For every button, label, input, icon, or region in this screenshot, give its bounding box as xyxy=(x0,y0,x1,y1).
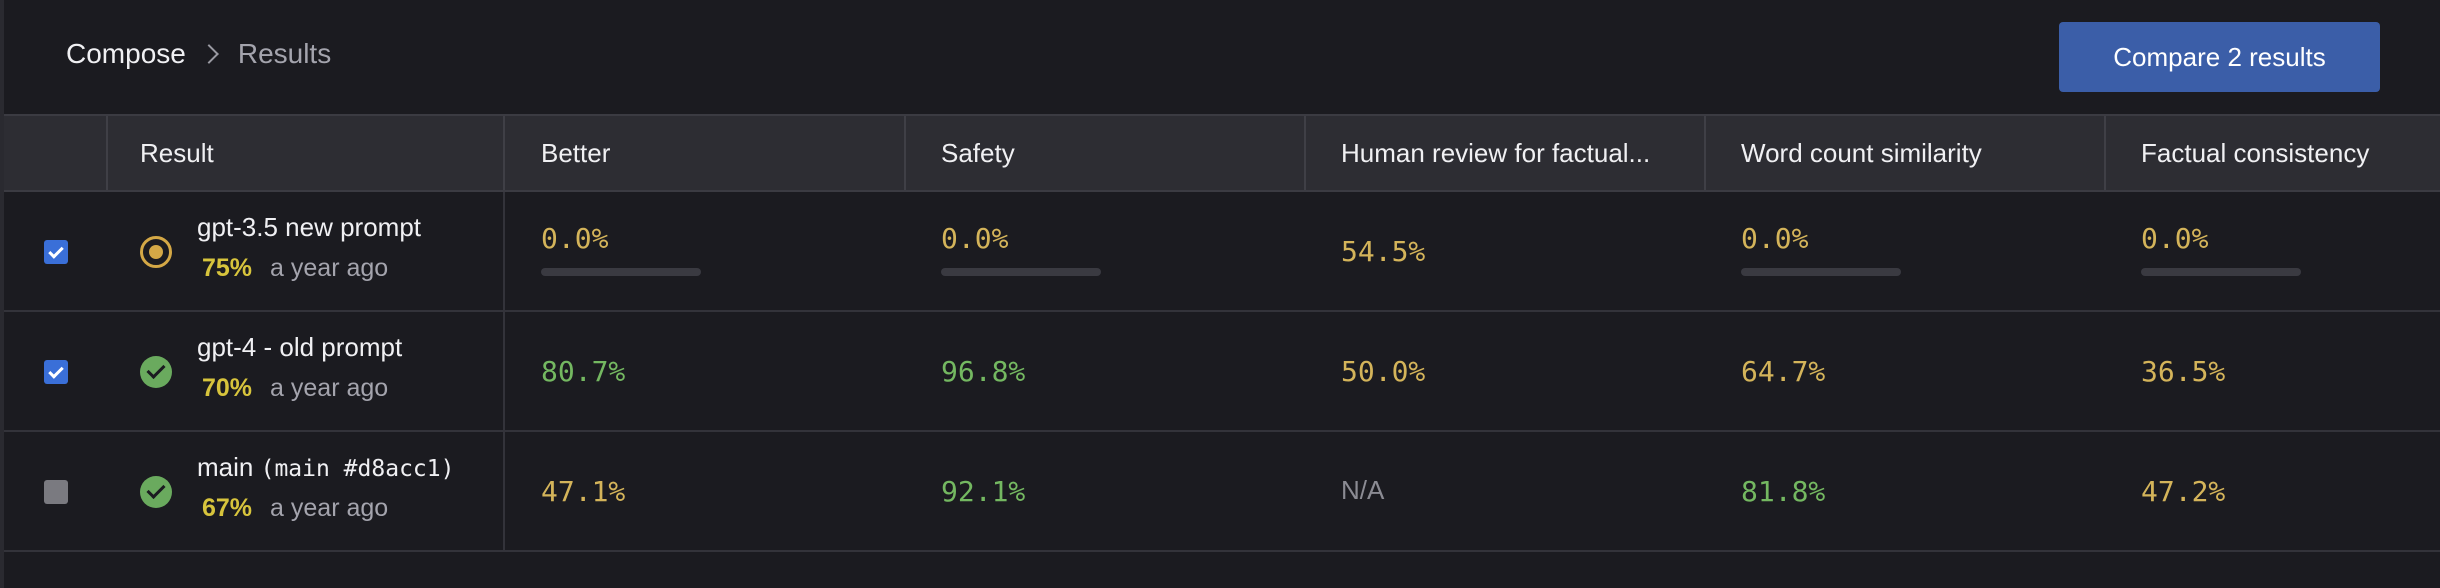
score-cell: 0.0% xyxy=(2141,222,2209,255)
row-select-checkbox[interactable] xyxy=(44,240,68,264)
score-cell: 64.7% xyxy=(1741,355,1826,388)
table-row[interactable]: gpt-3.5 new prompt 75% a year ago 0.0% 0.0% 5… xyxy=(4,192,2440,312)
result-name-link[interactable]: gpt-4 - old prompt xyxy=(197,332,402,363)
column-header-word-count-similarity[interactable]: Word count similarity xyxy=(1741,137,1982,168)
table-body: gpt-3.5 new prompt 75% a year ago 0.0% 0.0% 5… xyxy=(4,192,2440,552)
result-name-text: gpt-3.5 new prompt xyxy=(197,212,422,242)
check-circle-icon xyxy=(140,356,172,388)
result-meta: 67% a year ago xyxy=(202,494,388,523)
score-cell: 0.0% xyxy=(1741,222,1809,255)
column-header-factual-consistency[interactable]: Factual consistency xyxy=(2141,137,2370,168)
column-header-safety[interactable]: Safety xyxy=(941,137,1015,168)
result-meta: 70% a year ago xyxy=(202,374,388,403)
row-select-checkbox[interactable] xyxy=(44,360,68,384)
table-row[interactable]: main (main #d8acc1) 67% a year ago 47.1% 92.… xyxy=(4,432,2440,552)
breadcrumb-compose-link[interactable]: Compose xyxy=(66,38,186,69)
score-cell: 96.8% xyxy=(941,355,1026,388)
header: Compose Results Compare 2 results xyxy=(4,0,2440,114)
column-header-better[interactable]: Better xyxy=(541,137,611,168)
checkmark-icon xyxy=(48,242,64,259)
column-divider[interactable] xyxy=(1304,116,1306,190)
chevron-right-icon xyxy=(198,44,219,64)
score-cell: N/A xyxy=(1341,475,1385,505)
result-timestamp: a year ago xyxy=(270,374,389,402)
score-cell: 80.7% xyxy=(541,355,626,388)
score-cell: 81.8% xyxy=(1741,475,1826,508)
compare-results-button[interactable]: Compare 2 results xyxy=(2059,22,2380,92)
score-cell: 47.1% xyxy=(541,475,626,508)
result-name-link[interactable]: main (main #d8acc1) xyxy=(197,452,454,483)
score-cell: 47.2% xyxy=(2141,475,2226,508)
table-row[interactable]: gpt-4 - old prompt 70% a year ago 80.7% 96.8… xyxy=(4,312,2440,432)
score-progress-bar xyxy=(2141,268,2301,276)
score-cell: 36.5% xyxy=(2141,355,2226,388)
result-name-link[interactable]: gpt-3.5 new prompt xyxy=(197,212,421,243)
column-header-human-review-for-factual[interactable]: Human review for factual... xyxy=(1341,137,1651,168)
table-header: Result Better Safety Human review for factu… xyxy=(4,114,2440,192)
result-git-ref: (main #d8acc1) xyxy=(260,456,455,482)
in-progress-icon xyxy=(140,236,172,268)
result-name-text: gpt-4 - old prompt xyxy=(197,332,403,362)
score-cell: 50.0% xyxy=(1341,355,1426,388)
cell-divider xyxy=(503,312,505,430)
breadcrumb: Compose Results xyxy=(66,38,331,70)
column-divider[interactable] xyxy=(106,116,108,190)
checkmark-icon xyxy=(48,362,64,379)
result-meta: 75% a year ago xyxy=(202,254,388,283)
column-header-result[interactable]: Result xyxy=(140,137,214,168)
cell-divider xyxy=(503,432,505,550)
score-progress-bar xyxy=(941,268,1101,276)
score-progress-bar xyxy=(541,268,701,276)
cell-divider xyxy=(503,192,505,310)
result-timestamp: a year ago xyxy=(270,254,389,282)
column-divider[interactable] xyxy=(2104,116,2106,190)
score-cell: 0.0% xyxy=(941,222,1009,255)
check-circle-icon xyxy=(140,476,172,508)
breadcrumb-current: Results xyxy=(237,38,332,69)
result-timestamp: a year ago xyxy=(270,494,389,522)
result-overall-score: 75% xyxy=(202,254,253,282)
score-cell: 92.1% xyxy=(941,475,1026,508)
score-progress-bar xyxy=(1741,268,1901,276)
row-select-checkbox[interactable] xyxy=(44,480,68,504)
column-divider[interactable] xyxy=(503,116,505,190)
result-name-text: main xyxy=(197,452,254,482)
score-cell: 0.0% xyxy=(541,222,609,255)
column-divider[interactable] xyxy=(1704,116,1706,190)
result-overall-score: 67% xyxy=(202,494,253,522)
results-table: Result Better Safety Human review for factu… xyxy=(4,114,2440,552)
column-divider[interactable] xyxy=(904,116,906,190)
score-cell: 54.5% xyxy=(1341,235,1426,268)
result-overall-score: 70% xyxy=(202,374,253,402)
